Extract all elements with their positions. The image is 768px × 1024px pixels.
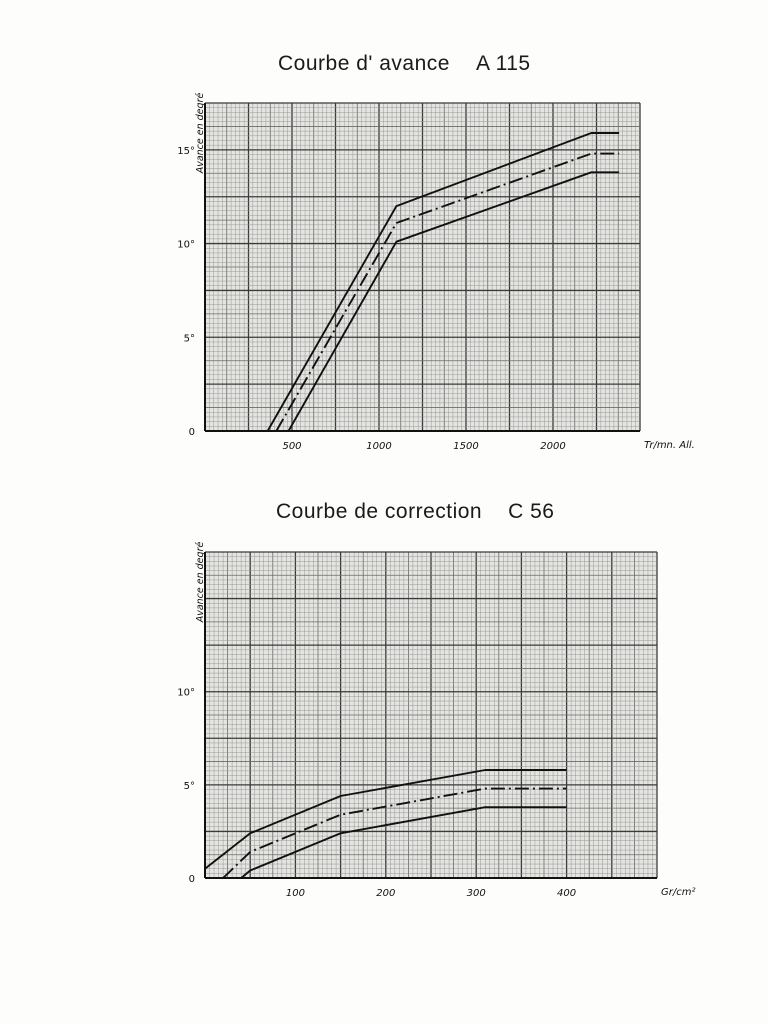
x-tick-label: 1500 (453, 441, 478, 452)
y-tick-label: 15° (177, 146, 195, 157)
x-tick-label: 100 (286, 888, 305, 899)
x-tick-label: 1000 (366, 441, 391, 452)
y-tick-label: 0 (189, 874, 195, 885)
chart-title-code: C 56 (508, 500, 555, 523)
y-axis-label: Avance en degré (195, 93, 206, 175)
chart-title-code: A 115 (475, 52, 531, 75)
y-tick-label: 5° (184, 333, 195, 344)
x-tick-label: 400 (557, 888, 576, 899)
y-tick-label: 0 (189, 427, 195, 438)
chart-title-text: Courbe d' avance (278, 52, 450, 75)
x-tick-label: 500 (282, 441, 301, 452)
series-line-1 (266, 132, 620, 432)
correction-curve-plot: 100 200 300 400 0 5° 10° Gr/cm² Avance en degré (177, 542, 695, 899)
x-tick-label: 2000 (540, 441, 565, 452)
series-line-1 (204, 769, 567, 870)
y-tick-label: 10° (177, 240, 195, 251)
chart-title: Courbe d' avance A 115 (278, 52, 531, 76)
x-tick-label: 300 (467, 888, 486, 899)
y-axis-label: Avance en degré (195, 542, 206, 624)
x-axis-label: Gr/cm² (661, 887, 695, 898)
series-line-2 (275, 152, 620, 432)
y-tick-label: 10° (177, 688, 195, 699)
series-line-3 (287, 171, 620, 432)
grid-lines (204, 102, 641, 432)
series-line-3 (240, 806, 567, 879)
x-axis-label: Tr/mn. All. (644, 440, 695, 451)
chart-title-text: Courbe de correction (276, 500, 483, 523)
advance-curve-plot: 500 1000 1500 2000 0 5° 10° 15° Tr/mn. All. Avanc… (177, 93, 695, 452)
chart-title: Courbe de correction C 56 (276, 500, 554, 524)
grid-lines (204, 551, 658, 879)
advance-curve-chart: Courbe d' avance A 115 500 1000 1500 2000 0 5°… (0, 0, 768, 470)
correction-curve-chart: Courbe de correction C 56 100 200 300 400 0 5°… (0, 478, 768, 918)
x-tick-label: 200 (376, 888, 395, 899)
y-tick-label: 5° (184, 781, 195, 792)
series-line-2 (222, 787, 567, 879)
